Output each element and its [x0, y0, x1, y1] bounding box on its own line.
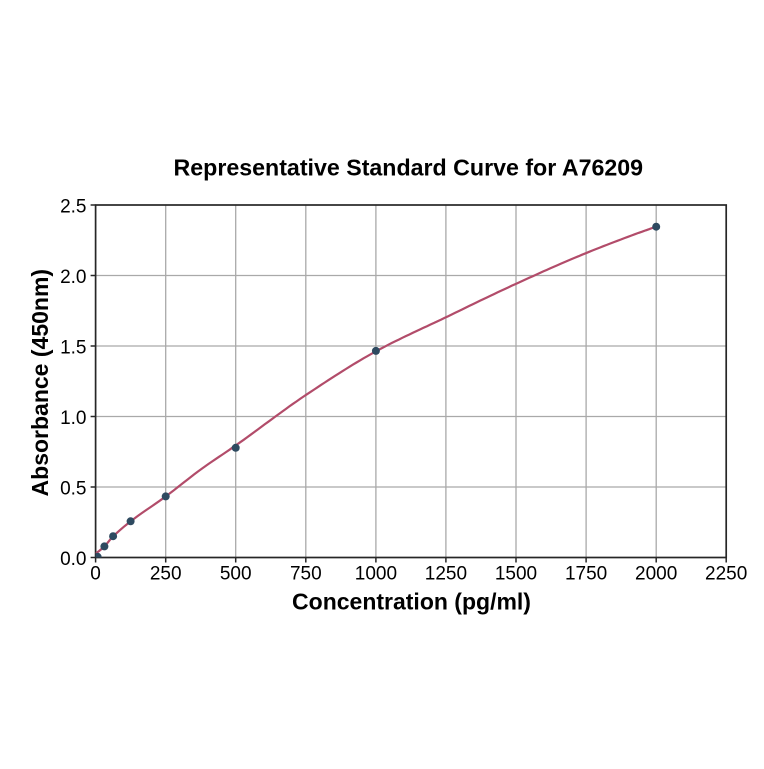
svg-text:Concentration (pg/ml): Concentration (pg/ml)	[292, 589, 531, 615]
svg-text:1.0: 1.0	[60, 408, 86, 429]
svg-text:2000: 2000	[635, 564, 677, 585]
svg-text:1750: 1750	[565, 564, 607, 585]
svg-text:2.0: 2.0	[60, 267, 86, 288]
svg-text:1500: 1500	[495, 564, 537, 585]
svg-text:Absorbance (450nm): Absorbance (450nm)	[27, 269, 53, 497]
svg-text:0.0: 0.0	[60, 549, 86, 570]
svg-text:Representative Standard Curve: Representative Standard Curve for A76209	[174, 154, 644, 180]
svg-text:0: 0	[90, 564, 101, 585]
svg-text:2250: 2250	[705, 564, 747, 585]
svg-text:250: 250	[150, 564, 182, 585]
svg-text:2.5: 2.5	[60, 197, 86, 218]
svg-text:1000: 1000	[355, 564, 397, 585]
svg-text:0.5: 0.5	[60, 479, 86, 500]
svg-text:1250: 1250	[425, 564, 467, 585]
svg-text:1.5: 1.5	[60, 338, 86, 359]
svg-text:500: 500	[220, 564, 252, 585]
svg-text:750: 750	[290, 564, 322, 585]
